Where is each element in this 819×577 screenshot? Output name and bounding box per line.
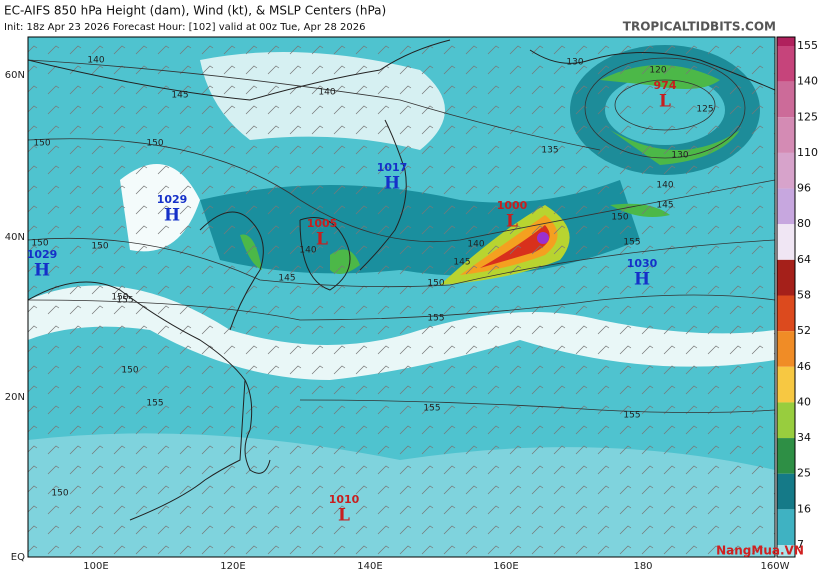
lon-label: 120E bbox=[220, 561, 245, 572]
contour-label: 155 bbox=[623, 411, 640, 421]
colorbar: 155 140 125 110 96 80 64 58 52 46 40 34 25 16 7 bbox=[776, 36, 818, 558]
center-pressure: 1010 bbox=[329, 493, 360, 506]
center-pressure: 1030 bbox=[627, 257, 658, 270]
center-pressure: 1029 bbox=[27, 248, 58, 261]
center-pressure: 1005 bbox=[307, 217, 338, 230]
title: EC-AIFS 850 hPa Height (dam), Wind (kt),… bbox=[4, 4, 386, 18]
contour-label: 155 bbox=[623, 238, 640, 248]
colorbar-segment bbox=[777, 81, 795, 118]
contour-label: 150 bbox=[611, 213, 628, 223]
colorbar-label: 25 bbox=[797, 467, 811, 480]
lat-label: EQ bbox=[11, 552, 25, 563]
contour-label: 145 bbox=[656, 201, 673, 211]
lon-label: 160W bbox=[761, 561, 790, 572]
colorbar-label: 52 bbox=[797, 324, 811, 337]
map-frame bbox=[27, 36, 776, 558]
contour-label: 120 bbox=[649, 66, 666, 76]
colorbar-label: 155 bbox=[797, 39, 818, 52]
center-symbol: H bbox=[634, 270, 650, 290]
coastlines bbox=[28, 39, 775, 521]
center-symbol: H bbox=[34, 261, 50, 281]
colorbar-segment bbox=[777, 188, 795, 225]
contour-label: 135 bbox=[541, 146, 558, 156]
colorbar-segment bbox=[777, 545, 795, 557]
center-symbol: H bbox=[384, 174, 400, 194]
center-symbol: L bbox=[316, 230, 328, 250]
center-pressure: 1029 bbox=[157, 193, 188, 206]
colorbar-label: 110 bbox=[797, 146, 818, 159]
colorbar-segment bbox=[777, 295, 795, 332]
colorbar-label: 96 bbox=[797, 182, 811, 195]
contour-label: 155 bbox=[146, 399, 163, 409]
contour-label: 130 bbox=[671, 151, 688, 161]
contour-label: 140 bbox=[87, 56, 104, 66]
colorbar-frame bbox=[776, 36, 796, 558]
colorbar-segment bbox=[777, 509, 795, 545]
colorbar-segment bbox=[777, 224, 795, 260]
colorbar-segment bbox=[777, 366, 795, 403]
lon-label: 180 bbox=[633, 561, 652, 572]
center-pressure: 1017 bbox=[377, 161, 408, 174]
center-symbol: L bbox=[659, 92, 671, 112]
contour-label: 150 bbox=[33, 139, 50, 149]
contour-label: 150 bbox=[121, 366, 138, 376]
lat-label: 20N bbox=[5, 392, 25, 403]
colorbar-label: 16 bbox=[797, 502, 811, 515]
colorbar-segment bbox=[777, 331, 795, 367]
colorbar-label: 80 bbox=[797, 217, 811, 230]
contour-label: 155 bbox=[423, 404, 440, 414]
contour-label: 145 bbox=[278, 274, 295, 284]
colorbar-segment bbox=[777, 152, 795, 189]
contour-label: 150 bbox=[51, 489, 68, 499]
contour-label: 150 bbox=[146, 139, 163, 149]
contour-label: 150 bbox=[111, 293, 128, 303]
lat-label: 40N bbox=[5, 232, 25, 243]
contour-label: 140 bbox=[656, 181, 673, 191]
contour-label: 150 bbox=[31, 239, 48, 249]
colorbar-segment bbox=[777, 117, 795, 153]
height-contours bbox=[28, 57, 775, 413]
colorbar-label: 140 bbox=[797, 75, 818, 88]
lon-label: 160E bbox=[493, 561, 518, 572]
lon-label: 140E bbox=[357, 561, 382, 572]
contour-label: 140 bbox=[318, 88, 335, 98]
contour-label: 150 bbox=[427, 279, 444, 289]
colorbar-label: 125 bbox=[797, 110, 818, 123]
colorbar-label: 40 bbox=[797, 395, 811, 408]
colorbar-segment bbox=[777, 402, 795, 439]
center-symbol: L bbox=[506, 212, 518, 232]
contour-label: 140 bbox=[467, 240, 484, 250]
watermark: NangMua.VN bbox=[716, 544, 804, 558]
colorbar-segment bbox=[777, 46, 795, 82]
contour-label: 125 bbox=[696, 105, 713, 115]
overlay: 60N 40N 20N EQ 100E 120E 140E 160E 180 160W 140 145… bbox=[5, 56, 790, 573]
contour-label: 145 bbox=[171, 91, 188, 101]
colorbar-segment bbox=[777, 473, 795, 510]
colorbar-label: 7 bbox=[797, 538, 804, 551]
colorbar-label: 58 bbox=[797, 289, 811, 302]
source: TROPICALTIDBITS.COM bbox=[623, 20, 776, 34]
colorbar-segment bbox=[777, 37, 795, 46]
subtitle: Init: 18z Apr 23 2026 Forecast Hour: [10… bbox=[4, 22, 366, 33]
contour-label: 155 bbox=[427, 314, 444, 324]
map-field bbox=[28, 37, 775, 557]
contour-label: 150 bbox=[91, 242, 108, 252]
center-pressure: 1000 bbox=[497, 199, 528, 212]
contour-label: 155 bbox=[116, 296, 133, 306]
contour-label: 140 bbox=[299, 246, 316, 256]
colorbar-segment bbox=[777, 438, 795, 474]
center-symbol: L bbox=[338, 506, 350, 526]
lat-label: 60N bbox=[5, 70, 25, 81]
colorbar-label: 64 bbox=[797, 253, 811, 266]
lon-label: 100E bbox=[83, 561, 108, 572]
colorbar-segment bbox=[777, 259, 795, 296]
contour-label: 130 bbox=[566, 58, 583, 68]
center-symbol: H bbox=[164, 206, 180, 226]
contour-label: 145 bbox=[453, 258, 470, 268]
colorbar-label: 34 bbox=[797, 431, 811, 444]
colorbar-label: 46 bbox=[797, 360, 811, 373]
center-pressure: 974 bbox=[654, 79, 677, 92]
